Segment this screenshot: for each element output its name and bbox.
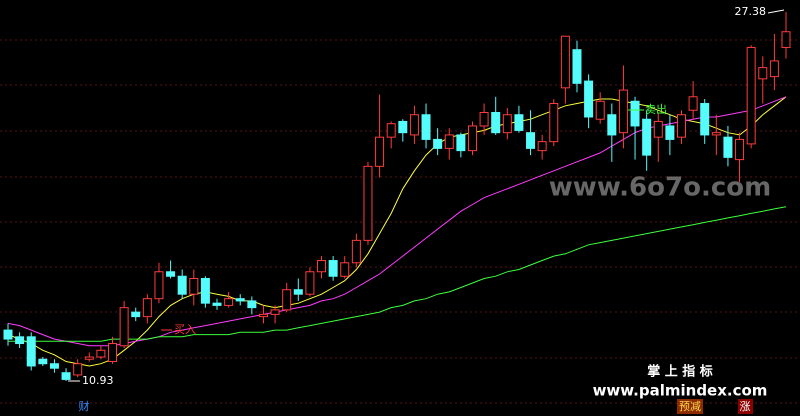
grid <box>0 39 800 404</box>
candle-body <box>166 271 176 277</box>
candle-body <box>433 138 443 149</box>
candle-body <box>282 289 292 311</box>
candle-body <box>305 271 315 295</box>
candle-body <box>26 336 36 367</box>
candle-body <box>711 132 721 136</box>
tag-box <box>738 399 753 414</box>
candle-body <box>258 313 268 318</box>
candle-body <box>3 329 13 340</box>
candle-body <box>421 114 431 140</box>
candle-body <box>224 298 234 306</box>
candle-body <box>189 277 199 295</box>
high-label: 27.38 <box>735 5 767 18</box>
candle-body <box>700 103 710 136</box>
candle-body <box>49 363 59 369</box>
candle-body <box>781 31 791 48</box>
candle-body <box>514 114 524 131</box>
candle-body <box>200 277 210 304</box>
candle-body <box>595 100 605 120</box>
candle-body <box>235 298 245 302</box>
candle-body <box>61 372 71 380</box>
candle-body <box>398 120 408 134</box>
site: www.palmindex.com <box>593 382 768 400</box>
bottom-label: 财 <box>79 399 90 413</box>
candle-body <box>560 35 570 89</box>
candle-body <box>317 260 327 273</box>
candle-body <box>456 134 466 152</box>
candle-body <box>746 46 756 145</box>
tag: 预减 <box>679 400 701 413</box>
candle-body <box>688 96 698 111</box>
candle-body <box>642 118 652 156</box>
candle-body <box>154 271 164 300</box>
candle-body <box>73 363 83 376</box>
high-pointer <box>767 9 785 14</box>
candle-body <box>723 136 733 158</box>
candle-body <box>653 120 663 138</box>
candle-body <box>444 134 454 149</box>
candle-body <box>758 67 768 80</box>
brand: 掌 上 指 标 <box>647 364 713 380</box>
candle-body <box>526 132 536 149</box>
candle-body <box>549 103 559 143</box>
candle-body <box>340 262 350 277</box>
candle-body <box>131 311 141 318</box>
candle-body <box>108 343 118 362</box>
candle-body <box>502 114 512 134</box>
candle-body <box>96 349 106 358</box>
low-label: 10.93 <box>82 374 114 387</box>
candle-body <box>607 114 617 136</box>
candle-body <box>769 60 779 78</box>
candle-body <box>409 114 419 136</box>
candle-body <box>247 300 257 309</box>
tag: 涨 <box>740 400 751 413</box>
candle-body <box>735 138 745 161</box>
candle-body <box>212 302 222 306</box>
candle-body <box>119 307 129 347</box>
candle-body <box>479 111 489 127</box>
candle-body <box>618 89 628 134</box>
candle-body <box>270 309 280 315</box>
sell-signal: 卖出 <box>645 102 667 116</box>
candle-body <box>491 111 501 134</box>
candle-body <box>467 125 477 152</box>
candle-body <box>676 114 686 138</box>
candle-body <box>363 165 373 241</box>
candle-body <box>665 125 675 140</box>
candle-body <box>142 298 152 318</box>
candle-body <box>537 141 547 152</box>
candle-body <box>630 100 640 127</box>
watermark: www.6o7o.com <box>549 173 771 203</box>
candle-body <box>177 275 187 295</box>
candle-body <box>572 49 582 84</box>
candle-body <box>351 239 361 264</box>
candle-body <box>15 336 25 345</box>
candle-body <box>84 356 94 360</box>
plot <box>3 12 791 381</box>
candle-body <box>584 80 594 118</box>
candle-body <box>293 289 303 295</box>
candle-body <box>375 136 385 167</box>
buy-signal: 买入 <box>174 323 196 336</box>
candle-body <box>386 123 396 138</box>
candle-body <box>328 260 338 277</box>
tag-box <box>677 399 703 414</box>
candle-body <box>38 358 48 365</box>
moving-average <box>8 206 787 342</box>
